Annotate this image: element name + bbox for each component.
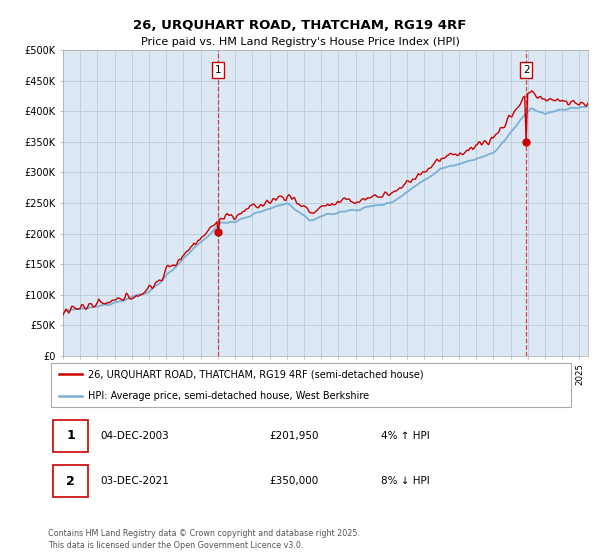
Text: £201,950: £201,950: [270, 431, 319, 441]
Text: 03-DEC-2021: 03-DEC-2021: [101, 476, 170, 486]
Text: 2: 2: [66, 474, 75, 488]
Text: £350,000: £350,000: [270, 476, 319, 486]
FancyBboxPatch shape: [53, 420, 88, 451]
Text: Price paid vs. HM Land Registry's House Price Index (HPI): Price paid vs. HM Land Registry's House …: [140, 37, 460, 47]
Text: 4% ↑ HPI: 4% ↑ HPI: [380, 431, 430, 441]
Text: 26, URQUHART ROAD, THATCHAM, RG19 4RF: 26, URQUHART ROAD, THATCHAM, RG19 4RF: [133, 18, 467, 32]
Text: 2: 2: [523, 65, 530, 75]
Text: 1: 1: [66, 430, 75, 442]
FancyBboxPatch shape: [50, 363, 571, 407]
Text: HPI: Average price, semi-detached house, West Berkshire: HPI: Average price, semi-detached house,…: [88, 391, 369, 401]
Text: 26, URQUHART ROAD, THATCHAM, RG19 4RF (semi-detached house): 26, URQUHART ROAD, THATCHAM, RG19 4RF (s…: [88, 369, 423, 379]
Text: 8% ↓ HPI: 8% ↓ HPI: [380, 476, 430, 486]
Text: Contains HM Land Registry data © Crown copyright and database right 2025.
This d: Contains HM Land Registry data © Crown c…: [48, 529, 360, 550]
Text: 1: 1: [215, 65, 221, 75]
FancyBboxPatch shape: [53, 465, 88, 497]
Text: 04-DEC-2003: 04-DEC-2003: [101, 431, 170, 441]
